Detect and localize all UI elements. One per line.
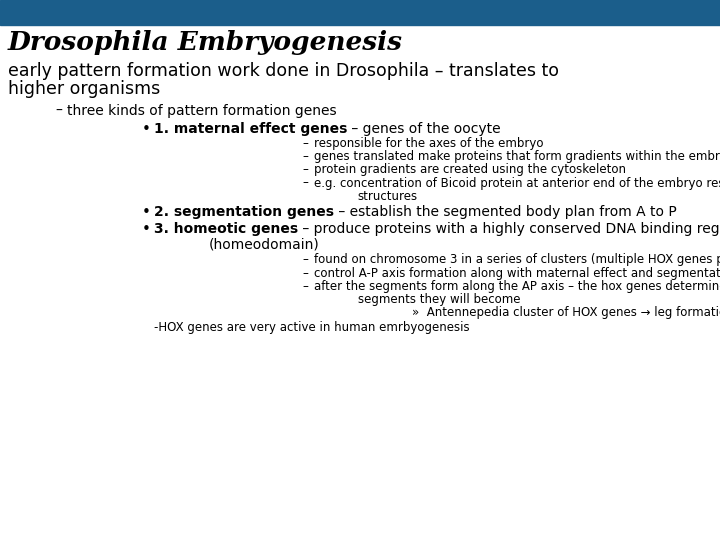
Text: –: – [302,177,308,190]
Text: – produce proteins with a highly conserved DNA binding region: – produce proteins with a highly conserv… [298,222,720,237]
Text: –: – [302,267,308,280]
Text: 2. segmentation genes: 2. segmentation genes [154,205,334,219]
Text: »  Antennepedia cluster of HOX genes → leg formation: » Antennepedia cluster of HOX genes → le… [413,306,720,319]
Text: protein gradients are created using the cytoskeleton: protein gradients are created using the … [315,163,626,177]
Text: –: – [302,150,308,163]
Text: –: – [302,280,308,293]
Text: •: • [142,122,151,137]
Text: –: – [302,137,308,150]
Text: responsible for the axes of the embryo: responsible for the axes of the embryo [315,137,544,150]
Text: •: • [142,205,151,220]
Text: –: – [302,253,308,266]
Text: – establish the segmented body plan from A to P: – establish the segmented body plan from… [334,205,677,219]
Text: 3. homeotic genes: 3. homeotic genes [154,222,298,237]
Text: after the segments form along the AP axis – the hox genes determine what type of: after the segments form along the AP axi… [315,280,720,293]
Text: early pattern formation work done in Drosophila – translates to: early pattern formation work done in Dro… [8,62,559,80]
Text: structures: structures [358,190,418,202]
Bar [0,0,720,25]
Text: three kinds of pattern formation genes: three kinds of pattern formation genes [67,104,337,118]
Text: (homeodomain): (homeodomain) [209,238,320,252]
Text: –: – [55,104,62,118]
Text: 1. maternal effect genes: 1. maternal effect genes [154,122,347,136]
Text: – genes of the oocyte: – genes of the oocyte [347,122,501,136]
Text: -HOX genes are very active in human emrbyogenesis: -HOX genes are very active in human emrb… [154,321,469,334]
Text: found on chromosome 3 in a series of clusters (multiple HOX genes per cluster): found on chromosome 3 in a series of clu… [315,253,720,266]
Text: segments they will become: segments they will become [358,293,520,306]
Text: Drosophila Embryogenesis: Drosophila Embryogenesis [8,30,403,55]
Text: genes translated make proteins that form gradients within the embryo: genes translated make proteins that form… [315,150,720,163]
Text: e.g. concentration of Bicoid protein at anterior end of the embryo results in he: e.g. concentration of Bicoid protein at … [315,177,720,190]
Text: control A-P axis formation along with maternal effect and segmentation genes: control A-P axis formation along with ma… [315,267,720,280]
Text: –: – [302,163,308,177]
Text: •: • [142,222,151,238]
Text: higher organisms: higher organisms [8,80,161,98]
